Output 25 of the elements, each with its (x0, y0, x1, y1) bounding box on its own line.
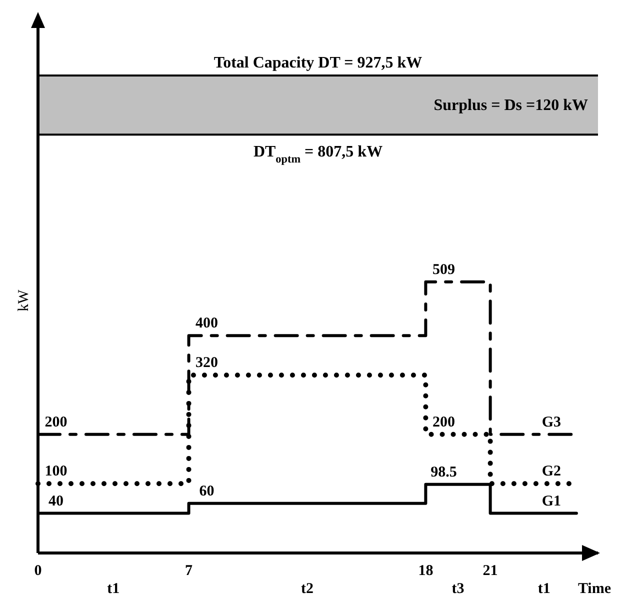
data-label: 200 (44, 414, 68, 430)
y-axis-title: kW (16, 288, 32, 312)
data-label: 509 (432, 262, 455, 278)
data-label: 40 (48, 493, 64, 510)
data-label: 400 (196, 316, 218, 332)
text: t3 (452, 581, 464, 597)
data-label: 60 (199, 483, 214, 500)
text: t1 (107, 581, 120, 597)
band-label: Surplus = Ds =120 kW (434, 97, 588, 114)
x-axis-title: Time (578, 581, 612, 597)
series-label: G3 (542, 414, 562, 430)
text: t2 (300, 581, 314, 597)
data-label: 100 (44, 464, 68, 480)
data-label: 98.5 (430, 464, 457, 480)
ref-line-label: Total Capacity DT = 927,5 kW (214, 54, 422, 72)
x-tick-label: 18 (418, 563, 434, 579)
ref-line-label: DT$_{optm}$ = 807,5 kW (253, 144, 383, 166)
series-label: G2 (542, 464, 562, 480)
x-tick-label: 21 (482, 563, 498, 579)
series-label: G1 (542, 493, 562, 510)
data-label: 200 (432, 414, 455, 430)
data-label: 320 (196, 355, 218, 372)
x-tick-label: 7 (185, 563, 194, 579)
x-tick-label: 0 (34, 563, 42, 579)
text: t1 (538, 581, 550, 597)
